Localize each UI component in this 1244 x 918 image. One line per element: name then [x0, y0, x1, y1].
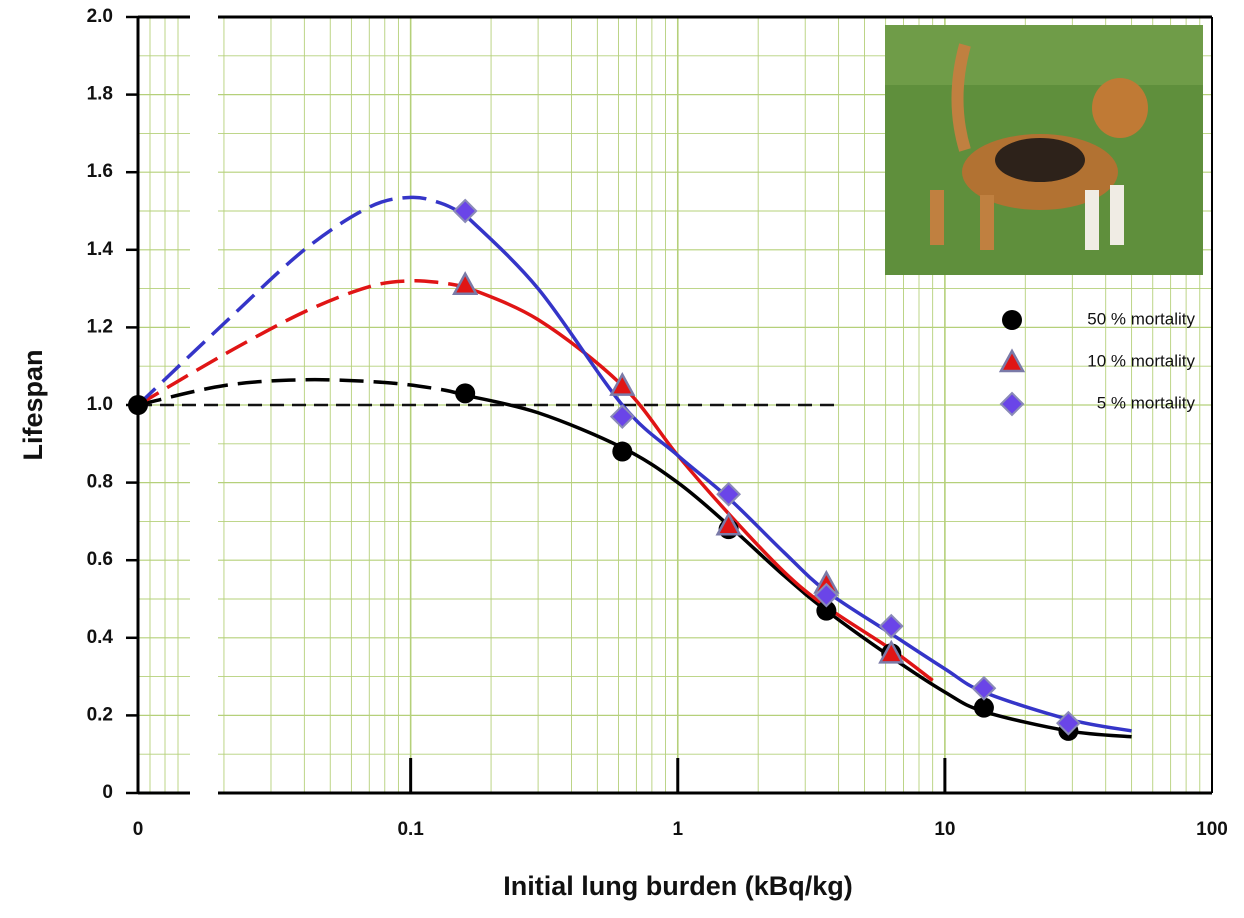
- y-tick-label: 0: [102, 782, 113, 803]
- data-point: [816, 600, 837, 621]
- legend-label: 10 % mortality: [1087, 351, 1195, 370]
- dog-leg: [980, 195, 994, 250]
- data-point: [452, 198, 478, 224]
- legend-marker: [1002, 310, 1022, 330]
- y-tick-label: 0.4: [87, 627, 114, 648]
- x-axis-title: Initial lung burden (kBq/kg): [503, 871, 852, 901]
- y-tick-label: 1.0: [87, 394, 113, 415]
- data-point: [609, 372, 636, 396]
- legend-marker: [998, 348, 1026, 373]
- y-tick-label: 1.8: [87, 84, 113, 105]
- data-point: [128, 395, 148, 415]
- dog-saddle: [995, 138, 1085, 182]
- fit-line: [464, 393, 1132, 739]
- y-tick-label: 1.6: [87, 161, 113, 182]
- dog-leg: [1085, 190, 1099, 250]
- data-point: [878, 613, 904, 639]
- data-point: [813, 582, 839, 608]
- data-point: [455, 383, 476, 404]
- y-tick-label: 1.2: [87, 316, 113, 337]
- fit-dashed: [136, 195, 466, 407]
- fit-dashed: [137, 377, 466, 407]
- dog-tail: [951, 43, 971, 152]
- y-tick-label: 0.8: [87, 472, 113, 493]
- legend-label: 50 % mortality: [1087, 309, 1195, 328]
- dog-head: [1092, 78, 1148, 138]
- x-tick-label: 100: [1196, 819, 1228, 840]
- y-axis-title: Lifespan: [18, 349, 48, 460]
- x-tick-label: 10: [934, 819, 955, 840]
- fit-dashed: [137, 278, 466, 407]
- x-tick-label: 0: [133, 819, 144, 840]
- y-tick-label: 1.4: [87, 239, 114, 260]
- y-tick-label: 0.2: [87, 704, 113, 725]
- data-point: [609, 404, 635, 430]
- data-point: [715, 511, 742, 536]
- data-point: [878, 639, 905, 664]
- y-tick-label: 0.6: [87, 549, 113, 570]
- y-tick-label: 2.0: [87, 6, 113, 27]
- x-tick-label: 1: [672, 819, 683, 840]
- dog-photo: [885, 25, 1203, 275]
- data-point: [612, 441, 633, 462]
- fit-line: [463, 213, 1132, 733]
- fit-line: [464, 285, 934, 682]
- data-point: [971, 675, 997, 701]
- data-point: [973, 697, 994, 718]
- x-tick-label: 0.1: [397, 819, 424, 840]
- data-point: [1055, 710, 1081, 736]
- legend-label: 5 % mortality: [1097, 393, 1196, 412]
- dog-leg: [1110, 185, 1124, 245]
- data-point: [716, 481, 742, 507]
- data-point: [452, 271, 479, 295]
- photo-grass: [885, 25, 1203, 85]
- dog-leg: [930, 190, 944, 245]
- legend-marker: [999, 391, 1025, 417]
